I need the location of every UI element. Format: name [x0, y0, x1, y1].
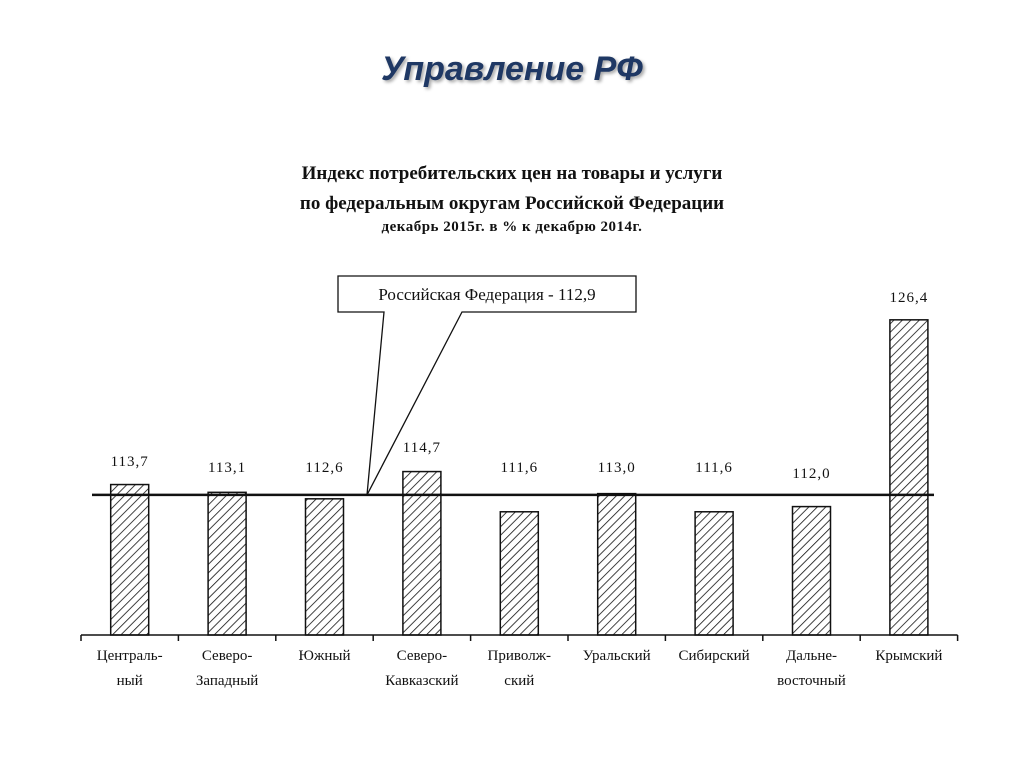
- category-label: Кавказский: [385, 673, 458, 689]
- reference-line-group: Российская Федерация - 112,9: [92, 275, 934, 497]
- bar-3: [402, 470, 442, 636]
- category-label: Северо-: [397, 648, 448, 664]
- value-label: 111,6: [695, 460, 733, 476]
- bar-2: [304, 498, 345, 636]
- category-label: Крымский: [875, 648, 942, 664]
- value-label: 114,7: [403, 440, 441, 456]
- value-label: 112,0: [792, 466, 830, 482]
- slide-title: Управление РФ: [381, 50, 643, 88]
- bar-5: [596, 492, 637, 636]
- category-label: Приволж-: [488, 648, 552, 664]
- category-label: Южный: [298, 648, 350, 664]
- bars-group: [109, 319, 929, 636]
- category-label: Северо-: [202, 648, 253, 664]
- bar-6: [694, 511, 734, 636]
- bar-8: [889, 319, 929, 636]
- category-label: восточный: [777, 673, 846, 689]
- category-label: Уральский: [583, 648, 651, 664]
- value-label: 112,6: [305, 460, 343, 476]
- value-label: 126,4: [890, 290, 929, 306]
- reference-callout-label: Российская Федерация - 112,9: [378, 285, 595, 304]
- category-label: Дальне-: [786, 648, 837, 664]
- bar-0: [109, 483, 150, 636]
- labels-group: 113,7 Централь-ный 113,1 Северо- Западный 112…: [97, 290, 943, 689]
- category-label: Сибирский: [678, 648, 749, 664]
- value-label: 111,6: [500, 460, 538, 476]
- bar-7: [791, 505, 832, 636]
- category-label: Централь-: [97, 648, 163, 664]
- chart-period: декабрь 2015г. в % к декабрю 2014г.: [381, 219, 643, 235]
- value-label: 113,0: [598, 460, 636, 476]
- bar-1: [207, 491, 247, 636]
- value-label: 113,7: [111, 454, 149, 470]
- x-axis: [80, 634, 959, 641]
- bar-4: [499, 511, 540, 636]
- chart-subtitle: по федеральным округам Российской Федера…: [299, 193, 725, 214]
- reference-callout: [337, 275, 637, 496]
- category-label: ский: [504, 673, 534, 689]
- category-label: Западный: [196, 673, 258, 689]
- value-label: 113,1: [208, 460, 246, 476]
- category-label: ный: [117, 673, 143, 689]
- chart-title: Индекс потребительских цен на товары и у…: [301, 163, 723, 184]
